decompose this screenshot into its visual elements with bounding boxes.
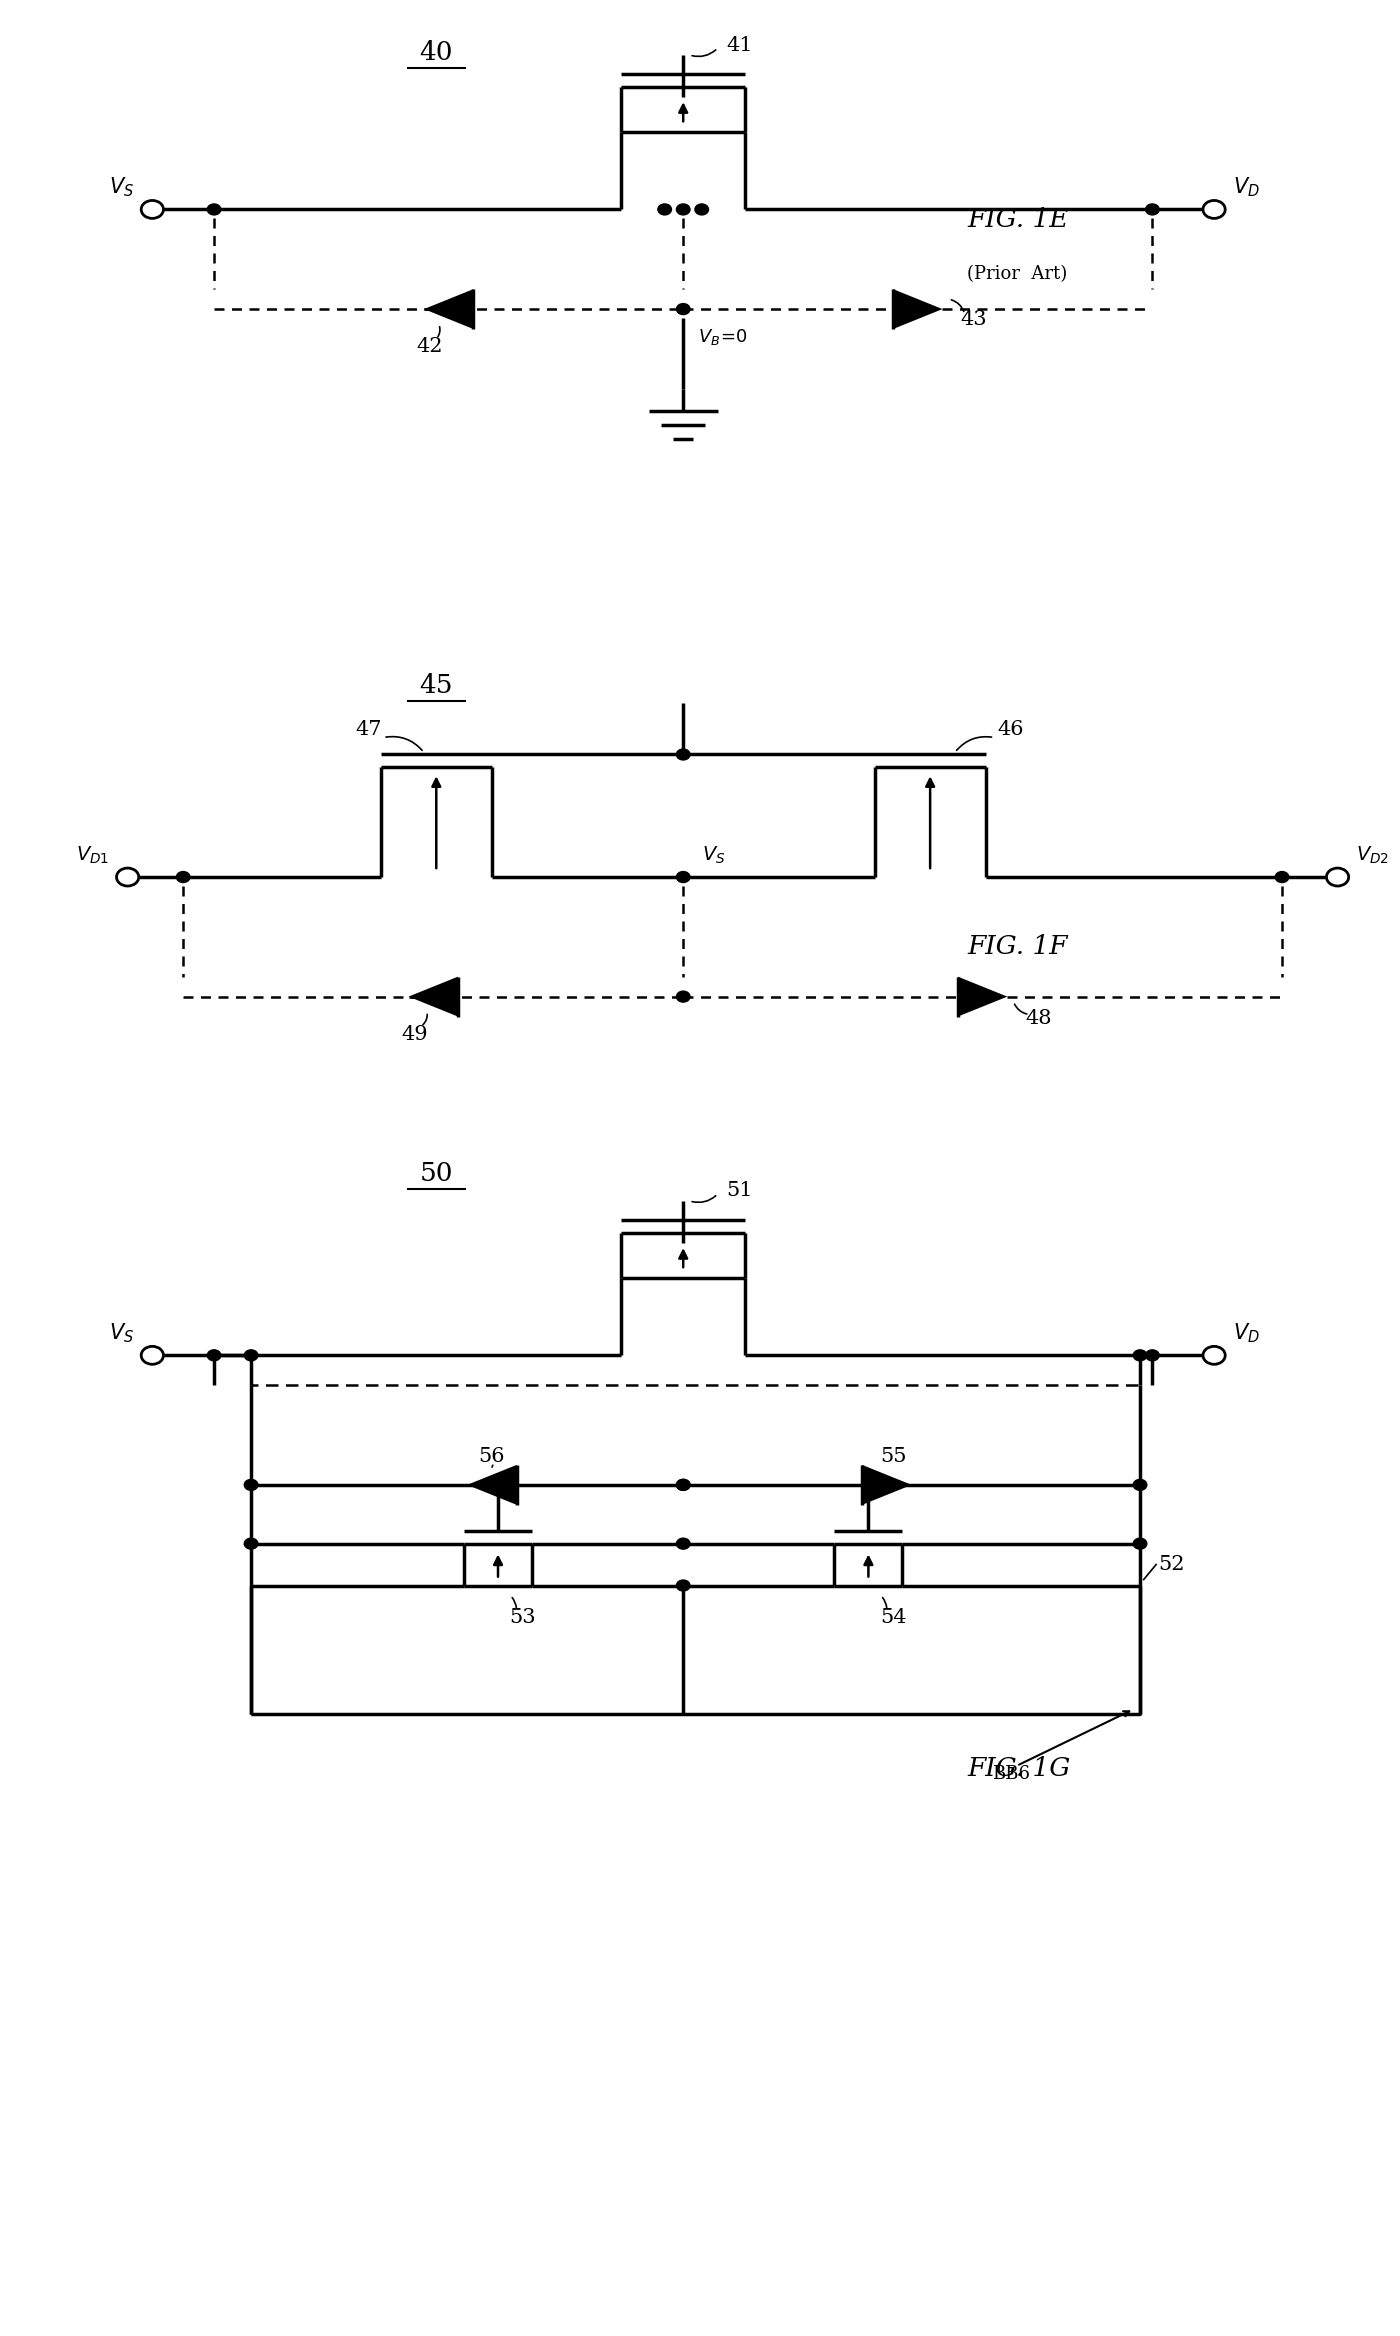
Circle shape	[676, 203, 690, 215]
Circle shape	[676, 1479, 690, 1490]
Text: $V_S$: $V_S$	[701, 846, 725, 867]
Text: 53: 53	[510, 1607, 536, 1626]
Text: $V_{D1}$: $V_{D1}$	[76, 846, 109, 867]
Text: 54: 54	[879, 1607, 906, 1626]
Text: 49: 49	[402, 1026, 428, 1044]
Text: $V_{D2}$: $V_{D2}$	[1357, 846, 1389, 867]
Text: 56: 56	[479, 1448, 505, 1467]
Circle shape	[1133, 1479, 1147, 1490]
Bar	[251, 1385, 1140, 1715]
Polygon shape	[468, 1465, 517, 1504]
Text: FIG. 1G: FIG. 1G	[967, 1757, 1071, 1782]
Circle shape	[245, 1479, 258, 1490]
Circle shape	[676, 1479, 690, 1490]
Text: $V_D$: $V_D$	[1232, 175, 1260, 199]
Circle shape	[1145, 203, 1159, 215]
Circle shape	[676, 750, 690, 759]
Circle shape	[1133, 1350, 1147, 1362]
Text: 46: 46	[997, 719, 1023, 738]
Circle shape	[1275, 871, 1289, 883]
Circle shape	[676, 1579, 690, 1591]
Text: $V_S$: $V_S$	[109, 175, 134, 199]
Polygon shape	[409, 976, 458, 1016]
Polygon shape	[893, 290, 942, 329]
Text: 47: 47	[356, 719, 382, 738]
Text: FIG. 1F: FIG. 1F	[967, 934, 1068, 960]
Circle shape	[676, 1537, 690, 1549]
Circle shape	[1133, 1537, 1147, 1549]
Text: (Prior  Art): (Prior Art)	[967, 266, 1067, 283]
Circle shape	[694, 203, 708, 215]
Text: 45: 45	[420, 673, 454, 698]
Text: BB6: BB6	[991, 1764, 1030, 1782]
Circle shape	[658, 203, 672, 215]
Circle shape	[176, 871, 190, 883]
Text: $V_B\!=\!0$: $V_B\!=\!0$	[699, 327, 748, 348]
Circle shape	[676, 304, 690, 315]
Text: 42: 42	[417, 336, 444, 357]
Text: 55: 55	[879, 1448, 906, 1467]
Text: 41: 41	[727, 35, 753, 54]
Text: 48: 48	[1025, 1009, 1051, 1028]
Circle shape	[676, 990, 690, 1002]
Circle shape	[207, 1350, 221, 1362]
Text: 52: 52	[1159, 1556, 1184, 1574]
Text: 50: 50	[420, 1161, 454, 1187]
Text: FIG. 1E: FIG. 1E	[967, 208, 1068, 231]
Text: 43: 43	[960, 311, 987, 329]
Text: $V_S$: $V_S$	[109, 1322, 134, 1346]
Text: 51: 51	[727, 1182, 753, 1201]
Circle shape	[861, 1479, 875, 1490]
Circle shape	[245, 1350, 258, 1362]
Text: $V_D$: $V_D$	[1232, 1322, 1260, 1346]
Polygon shape	[862, 1465, 911, 1504]
Circle shape	[207, 203, 221, 215]
Polygon shape	[424, 290, 473, 329]
Circle shape	[245, 1537, 258, 1549]
Circle shape	[491, 1479, 505, 1490]
Polygon shape	[958, 976, 1008, 1016]
Text: 40: 40	[420, 40, 454, 65]
Circle shape	[1145, 1350, 1159, 1362]
Circle shape	[676, 871, 690, 883]
